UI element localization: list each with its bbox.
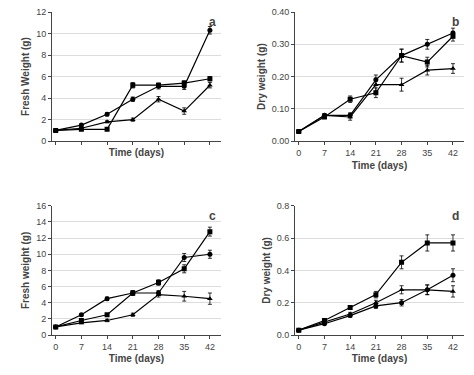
- svg-text:42: 42: [205, 342, 215, 352]
- svg-text:14: 14: [102, 342, 112, 352]
- svg-text:0.6: 0.6: [277, 233, 290, 243]
- svg-text:16: 16: [36, 201, 46, 211]
- svg-text:42: 42: [448, 148, 458, 158]
- svg-text:d: d: [452, 209, 459, 223]
- svg-text:2: 2: [41, 314, 46, 324]
- svg-text:Time (days): Time (days): [352, 160, 407, 171]
- svg-text:8: 8: [41, 50, 46, 60]
- svg-text:28: 28: [397, 148, 407, 158]
- svg-text:4: 4: [41, 93, 46, 103]
- svg-text:Fresh weight (g): Fresh weight (g): [20, 232, 31, 309]
- svg-text:14: 14: [36, 217, 46, 227]
- svg-text:12: 12: [36, 233, 46, 243]
- svg-text:0: 0: [41, 330, 46, 340]
- svg-text:7: 7: [79, 342, 84, 352]
- svg-text:8: 8: [41, 266, 46, 276]
- svg-text:Time (days): Time (days): [109, 147, 164, 158]
- svg-text:12: 12: [36, 7, 46, 17]
- svg-text:2: 2: [41, 115, 46, 125]
- svg-text:0.30: 0.30: [272, 39, 290, 49]
- svg-text:0: 0: [41, 136, 46, 146]
- svg-text:7: 7: [322, 342, 327, 352]
- svg-text:21: 21: [128, 342, 138, 352]
- svg-text:14: 14: [345, 148, 355, 158]
- svg-text:10: 10: [36, 249, 46, 259]
- svg-text:0.10: 0.10: [272, 104, 290, 114]
- svg-text:21: 21: [371, 148, 381, 158]
- svg-text:c: c: [209, 209, 216, 223]
- svg-text:28: 28: [153, 342, 163, 352]
- svg-text:0.0: 0.0: [277, 330, 290, 340]
- svg-text:35: 35: [179, 342, 189, 352]
- svg-text:0.40: 0.40: [272, 7, 290, 17]
- svg-text:Fresh Weight (g): Fresh Weight (g): [20, 37, 31, 116]
- svg-text:10: 10: [36, 29, 46, 39]
- svg-text:7: 7: [322, 148, 327, 158]
- svg-text:0.8: 0.8: [277, 201, 290, 211]
- svg-text:0: 0: [296, 148, 301, 158]
- svg-text:6: 6: [41, 282, 46, 292]
- svg-text:b: b: [452, 15, 459, 29]
- svg-text:4: 4: [41, 298, 46, 308]
- svg-text:21: 21: [371, 342, 381, 352]
- svg-text:a: a: [209, 15, 216, 29]
- svg-text:Dry weight (g): Dry weight (g): [261, 237, 272, 304]
- svg-text:14: 14: [345, 342, 355, 352]
- svg-text:0: 0: [53, 342, 58, 352]
- svg-text:0.4: 0.4: [277, 266, 290, 276]
- svg-text:35: 35: [422, 342, 432, 352]
- svg-text:0.20: 0.20: [272, 72, 290, 82]
- svg-text:0.00: 0.00: [272, 136, 290, 146]
- svg-text:Time (days): Time (days): [352, 353, 407, 364]
- svg-text:6: 6: [41, 72, 46, 82]
- svg-text:42: 42: [448, 342, 458, 352]
- svg-text:28: 28: [397, 342, 407, 352]
- svg-text:0: 0: [296, 342, 301, 352]
- svg-text:35: 35: [422, 148, 432, 158]
- svg-text:0.2: 0.2: [277, 298, 290, 308]
- svg-text:Dry weight (g): Dry weight (g): [256, 43, 267, 110]
- svg-text:Time (days): Time (days): [109, 353, 164, 364]
